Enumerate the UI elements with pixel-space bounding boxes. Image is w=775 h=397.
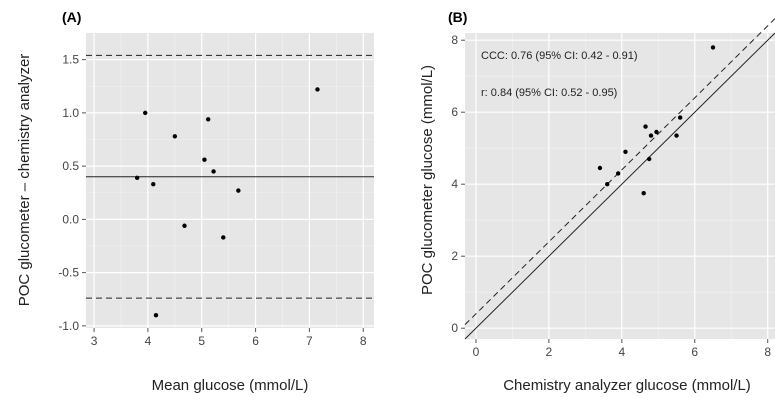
data-point (654, 129, 659, 135)
data-point (211, 169, 216, 174)
panel-b-y-ticks: 0 2 4 6 8 (451, 33, 465, 335)
data-point (134, 175, 140, 181)
data-point (643, 124, 648, 129)
panel-b-x-axis-title: Chemistry analyzer glucose (mmol/L) (503, 377, 751, 394)
data-point (221, 235, 226, 240)
panel-b-ccc-annotation: CCC: 0.76 (95% CI: 0.42 - 0.91) (481, 50, 638, 62)
panel-a-reference-lines (86, 54, 374, 299)
y-tick-label: 0 (451, 321, 458, 335)
x-tick-label: 2 (546, 345, 553, 359)
data-point (315, 87, 320, 92)
reference-line-solid (464, 32, 775, 340)
y-tick-label: 1.5 (62, 53, 79, 67)
y-tick-label: 6 (451, 105, 458, 119)
panel-b-gridlines (465, 33, 775, 339)
data-point (605, 182, 610, 187)
x-tick-label: 8 (360, 334, 367, 348)
panel-a-bland-altman: 3 4 5 6 7 8 -1.0 -0.5 0.0 0.5 1.0 1.5 (A) Mean glu… (16, 9, 374, 394)
data-point (674, 133, 679, 138)
panel-a-gridlines (86, 33, 374, 328)
data-point (623, 149, 628, 154)
data-point (236, 188, 241, 193)
panel-b-points (597, 45, 716, 196)
panel-b-y-axis-title: POC glucometer glucose (mmol/L) (419, 65, 436, 295)
panel-b-reference-lines (464, 18, 775, 340)
data-point (143, 110, 148, 116)
y-tick-label: 0.5 (62, 159, 79, 173)
x-tick-label: 0 (473, 345, 480, 359)
x-tick-label: 8 (764, 345, 771, 359)
x-tick-label: 7 (306, 334, 313, 348)
panel-a-y-axis-title: POC glucometer – chemistry analyzer (16, 54, 33, 307)
y-tick-label: 1.0 (62, 106, 79, 120)
data-point (182, 223, 187, 228)
panel-b-x-ticks: 0 2 4 6 8 (473, 339, 771, 359)
data-point (205, 117, 211, 122)
panel-a-y-ticks: -1.0 -0.5 0.0 0.5 1.0 1.5 (58, 53, 86, 333)
panel-a-x-axis-title: Mean glucose (mmol/L) (152, 377, 309, 394)
data-point (172, 134, 178, 139)
x-tick-label: 6 (252, 334, 259, 348)
data-point (153, 313, 159, 318)
data-point (677, 115, 683, 120)
data-point (641, 191, 646, 196)
panel-b-label: (B) (448, 9, 467, 25)
panel-a-label: (A) (62, 9, 81, 25)
data-point (202, 157, 207, 162)
panel-a-plot-background (86, 33, 374, 328)
data-point (597, 165, 603, 171)
y-tick-label: 0.0 (62, 212, 79, 226)
y-tick-label: -1.0 (58, 319, 79, 333)
data-point (646, 156, 652, 162)
y-tick-label: 4 (451, 177, 458, 191)
x-tick-label: 5 (198, 334, 205, 348)
y-tick-label: 8 (451, 33, 458, 47)
x-tick-label: 4 (145, 334, 152, 348)
panel-b-r-annotation: r: 0.84 (95% CI: 0.52 - 0.95) (481, 87, 617, 99)
data-point (151, 182, 156, 187)
panel-a-x-ticks: 3 4 5 6 7 8 (91, 328, 367, 348)
y-tick-label: 2 (451, 249, 458, 263)
reference-line-dashed (464, 18, 775, 325)
x-tick-label: 6 (691, 345, 698, 359)
data-point (648, 133, 654, 138)
data-point (710, 45, 716, 50)
x-tick-label: 4 (618, 345, 625, 359)
x-tick-label: 3 (91, 334, 98, 348)
data-point (615, 171, 621, 176)
panel-a-points (134, 87, 320, 318)
panel-b-agreement: 0 2 4 6 8 0 2 4 6 8 CCC: 0.76 (95% CI: 0.42 - 0.… (419, 9, 775, 394)
y-tick-label: -0.5 (58, 266, 79, 280)
